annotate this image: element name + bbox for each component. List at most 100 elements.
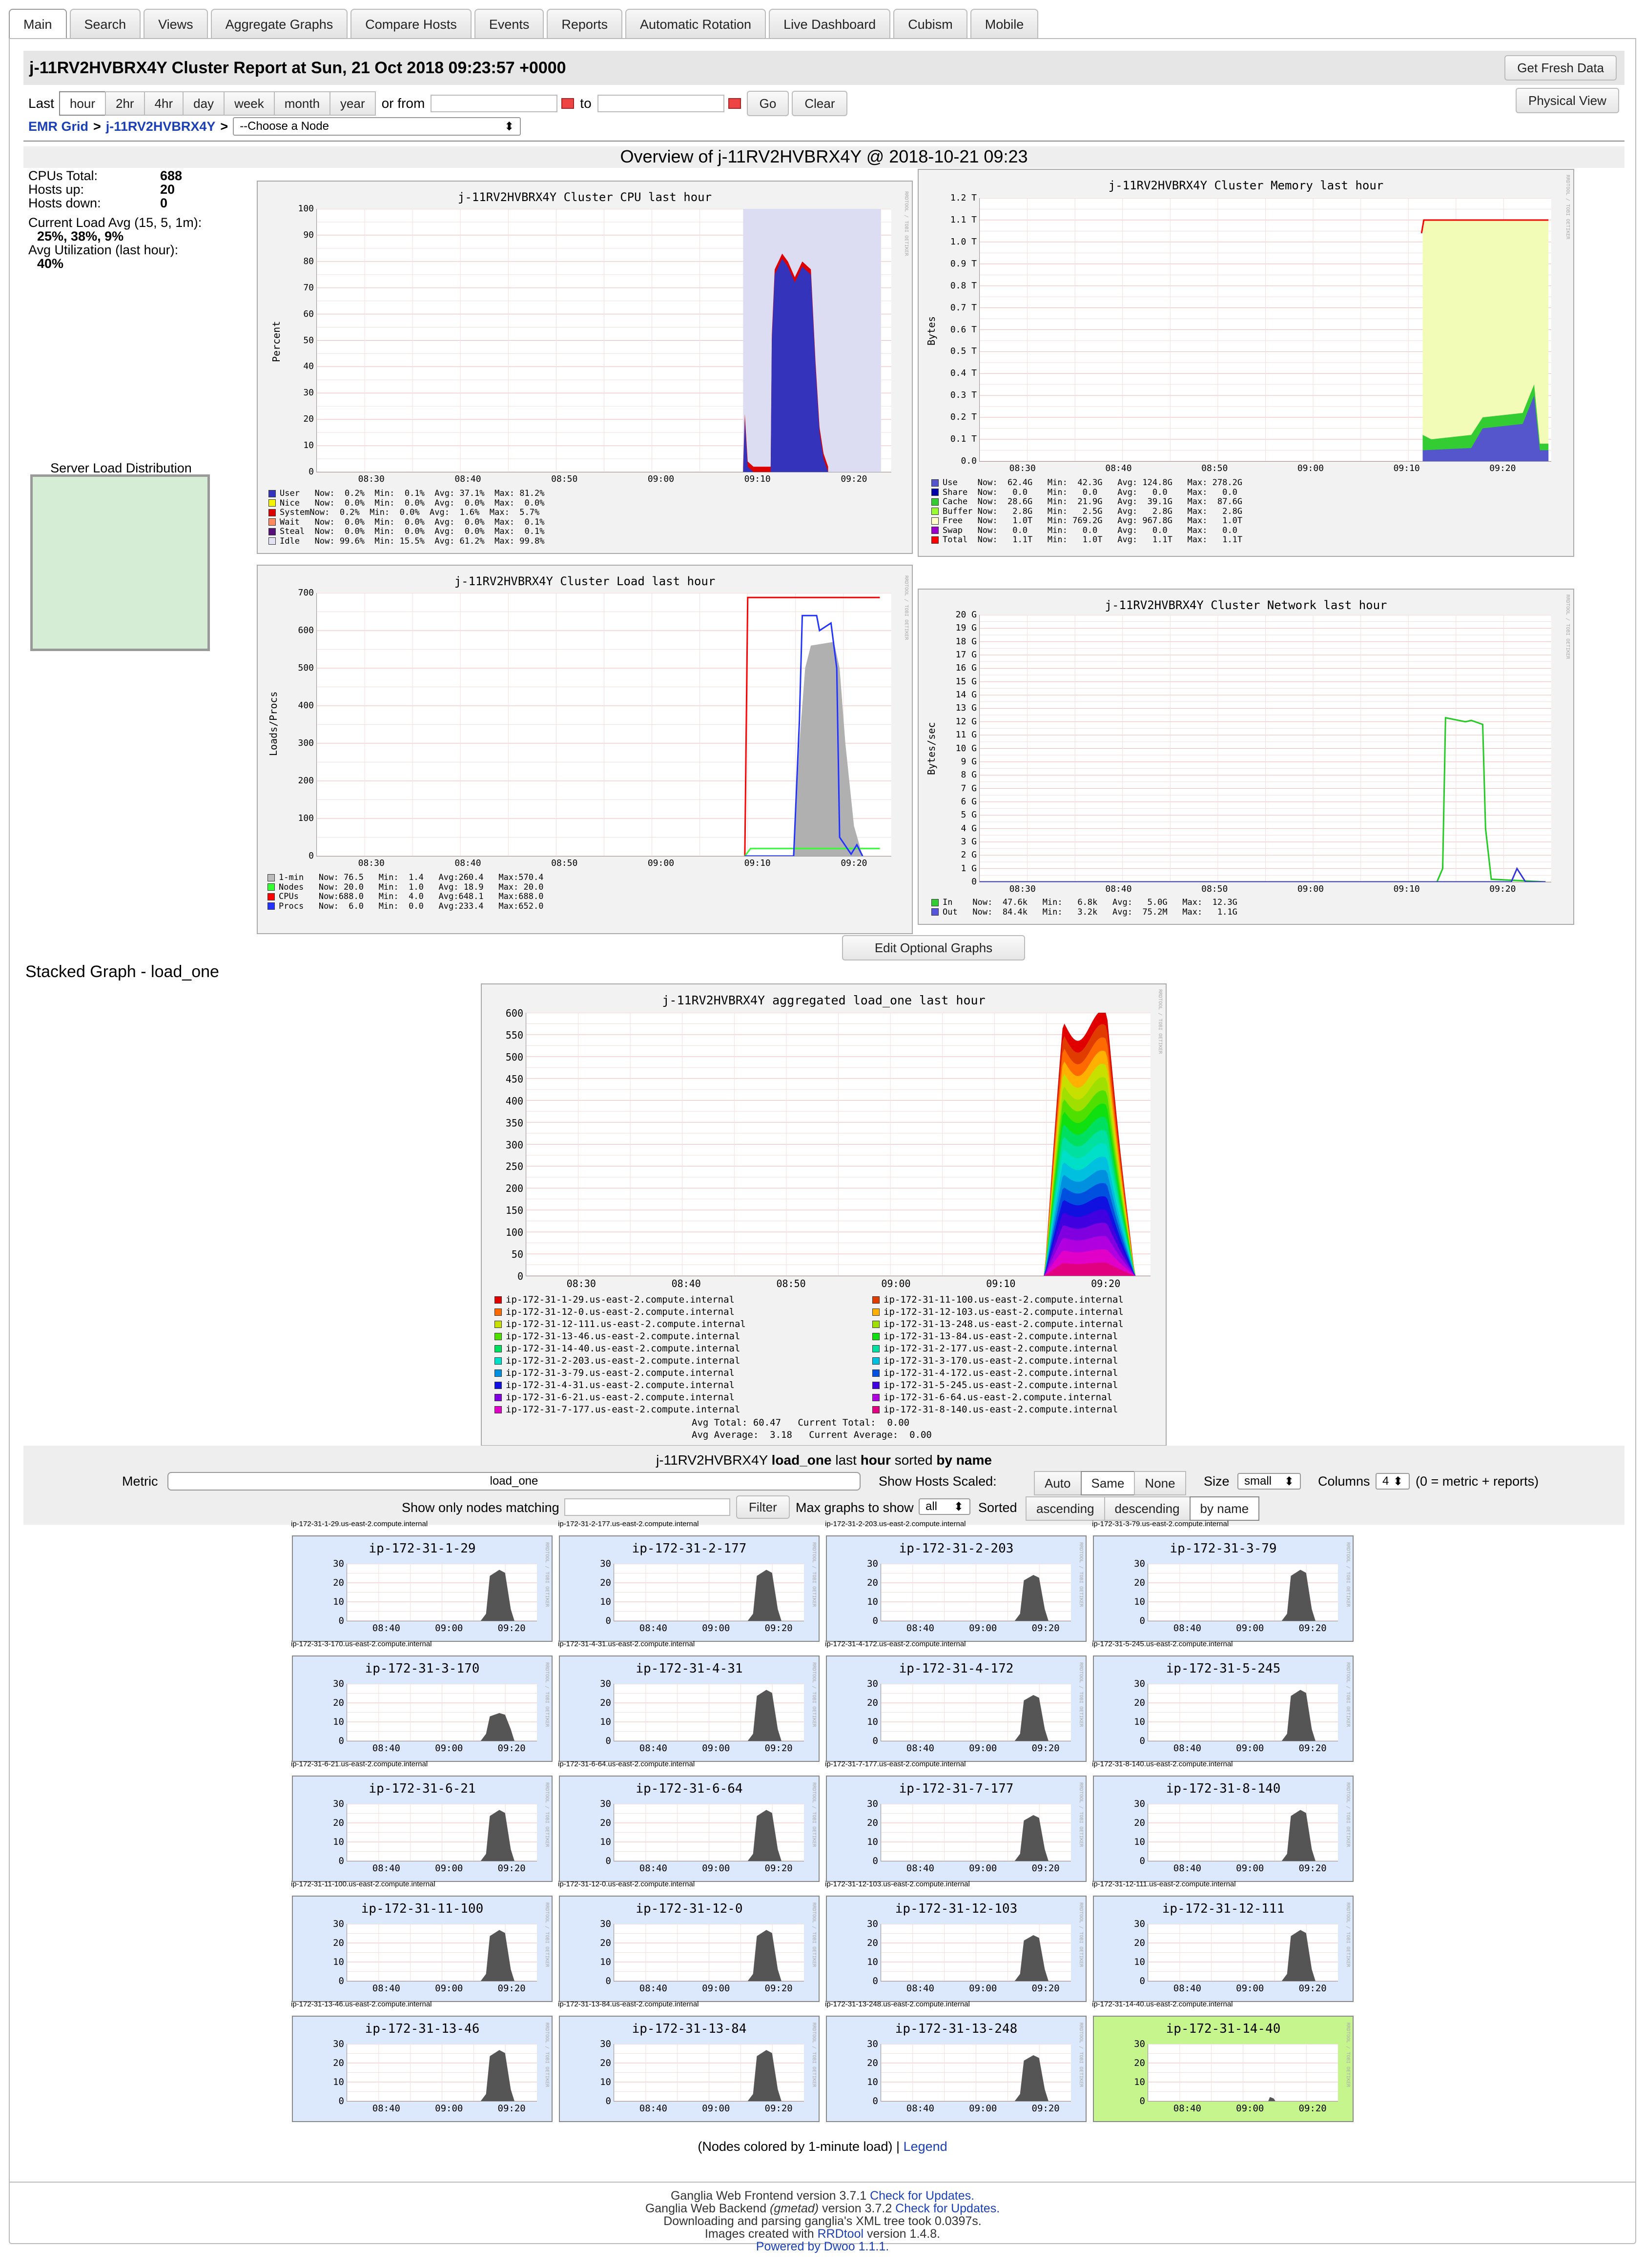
legend-text: Use Now: 62.4G Min: 42.3G Avg: 124.8G Ma… [943,478,1243,488]
host-graph[interactable]: ip-172-31-3-79 30 20 10 0 08:40 09:00 09:20 RRDT… [1093,1535,1354,1642]
host-graph[interactable]: ip-172-31-13-84 30 20 10 0 08:40 09:00 09:20 RRD… [559,2016,820,2122]
sort-ascending-button[interactable]: ascending [1026,1496,1105,1521]
legend-link[interactable]: Legend [903,2139,947,2154]
select-arrows-icon: ⬍ [1393,1474,1403,1488]
cpus-total-label: CPUs Total: [28,168,98,183]
node-select[interactable]: --Choose a Node ⬍ [233,117,521,136]
sort-descending-button[interactable]: descending [1104,1496,1191,1521]
go-button[interactable]: Go [746,91,789,116]
tab-reports[interactable]: Reports [547,9,622,39]
sort-by-name-button[interactable]: by name [1189,1496,1260,1521]
scaled-auto-button[interactable]: Auto [1034,1471,1082,1495]
cpu-graph[interactable]: j-11RV2HVBRX4Y Cluster CPU last hour Per… [257,181,913,554]
host-graph[interactable]: ip-172-31-12-0 30 20 10 0 08:40 09:00 09:20 RRDT… [559,1896,820,2002]
host-graph[interactable]: ip-172-31-2-177 30 20 10 0 08:40 09:00 09:20 RRD… [559,1535,820,1642]
host-graph[interactable]: ip-172-31-13-46 30 20 10 0 08:40 09:00 09:20 RRD… [292,2016,553,2122]
stacked-load-one-graph[interactable]: j-11RV2HVBRX4Y aggregated load_one last … [481,983,1167,1446]
x-tick-label: 09:10 [1393,463,1420,473]
tab-automatic-rotation[interactable]: Automatic Rotation [625,9,766,39]
rrdtool-link[interactable]: RRDtool [817,2227,864,2241]
max-graphs-select[interactable]: all ⬍ [919,1498,970,1515]
get-fresh-data-button[interactable]: Get Fresh Data [1504,55,1617,81]
host-graph-title: ip-172-31-4-172 [899,1661,1014,1676]
calendar-icon[interactable] [728,98,741,109]
host-graph[interactable]: ip-172-31-7-177 30 20 10 0 08:40 09:00 09:20 RRD… [826,1776,1087,1882]
range-4hr-button[interactable]: 4hr [144,91,184,116]
host-graph[interactable]: ip-172-31-3-170 30 20 10 0 08:40 09:00 09:20 RRD… [292,1655,553,1762]
tab-search[interactable]: Search [69,9,141,39]
edit-optional-graphs-button[interactable]: Edit Optional Graphs [842,935,1025,960]
scaled-same-button[interactable]: Same [1080,1471,1135,1495]
rrdtool-watermark: RRDTOOL / TOBI OETIKER [1078,1662,1084,1727]
tab-mobile[interactable]: Mobile [970,9,1039,39]
range-day-button[interactable]: day [183,91,225,116]
legend-text: ip-172-31-12-111.us-east-2.compute.inter… [506,1319,746,1329]
size-select[interactable]: small ⬍ [1237,1473,1301,1490]
calendar-icon[interactable] [561,98,575,109]
range-2hr-button[interactable]: 2hr [104,91,145,116]
tab-aggregate-graphs[interactable]: Aggregate Graphs [210,9,348,39]
host-graph[interactable]: ip-172-31-2-203 30 20 10 0 08:40 09:00 09:20 RRD… [826,1535,1087,1642]
host-graph[interactable]: ip-172-31-4-31 30 20 10 0 08:40 09:00 09:20 RRDT… [559,1655,820,1762]
columns-select[interactable]: 4 ⬍ [1376,1473,1410,1490]
host-graph[interactable]: ip-172-31-6-64 30 20 10 0 08:40 09:00 09:20 RRDT… [559,1776,820,1882]
tab-compare-hosts[interactable]: Compare Hosts [350,9,472,39]
plot-svg [980,615,1551,882]
dwoo-version[interactable]: 1.1.1. [858,2240,889,2253]
host-graph[interactable]: ip-172-31-1-29 30 20 10 0 08:40 09:00 09:20 RRDT… [292,1535,553,1642]
host-caption: ip-172-31-14-40.us-east-2.compute.intern… [1092,2000,1233,2008]
tab-views[interactable]: Views [144,9,208,39]
host-graph[interactable]: ip-172-31-12-111 30 20 10 0 08:40 09:00 09:20 RR… [1093,1896,1354,2002]
load-avg-value: 25%, 38%, 9% [37,229,124,244]
y-tick-label: 100 [298,813,314,823]
tab-main[interactable]: Main [9,9,67,39]
host-graph[interactable]: ip-172-31-11-100 30 20 10 0 08:40 09:00 09:20 RR… [292,1896,553,2002]
dwoo-link[interactable]: Powered by Dwoo [756,2240,855,2253]
host-graph[interactable]: ip-172-31-6-21 30 20 10 0 08:40 09:00 09:20 RRDT… [292,1776,553,1882]
physical-view-button[interactable]: Physical View [1516,88,1619,113]
legend-swatch [872,1394,880,1401]
frontend-update-link[interactable]: Check for Updates. [870,2189,975,2203]
filter-button[interactable]: Filter [736,1495,790,1519]
from-date-input[interactable] [431,95,558,112]
range-week-button[interactable]: week [224,91,275,116]
y-tick-label: 10 [1134,1837,1145,1847]
breadcrumb-cluster-link[interactable]: j-11RV2HVBRX4Y [105,119,216,134]
host-plot-area: 30 20 10 0 08:40 09:00 09:20 [333,1919,537,1994]
load-graph[interactable]: j-11RV2HVBRX4Y Cluster Load last hour Lo… [257,565,913,934]
metric-select[interactable]: load_one [167,1472,861,1491]
tab-events[interactable]: Events [474,9,544,39]
plot-svg [881,1684,1071,1741]
host-graph[interactable]: ip-172-31-4-172 30 20 10 0 08:40 09:00 09:20 RRD… [826,1655,1087,1762]
host-graph[interactable]: ip-172-31-14-40 30 20 10 0 08:40 09:00 09:20 RRD… [1093,2016,1354,2122]
tab-live-dashboard[interactable]: Live Dashboard [769,9,891,39]
range-month-button[interactable]: month [273,91,331,116]
y-tick-label: 6 G [961,796,977,807]
clear-button[interactable]: Clear [792,91,848,116]
legend-swatch [931,498,939,506]
to-date-input[interactable] [597,95,724,112]
filter-label: Show only nodes matching [402,1500,559,1515]
rrdtool-watermark: RRDTOOL / TOBI OETIKER [1345,1662,1351,1727]
range-hour-button[interactable]: hour [59,91,106,116]
host-graph[interactable]: ip-172-31-5-245 30 20 10 0 08:40 09:00 09:20 RRD… [1093,1655,1354,1762]
host-plot-area: 30 20 10 0 08:40 09:00 09:20 [333,2039,537,2114]
tab-cubism[interactable]: Cubism [893,9,967,39]
host-graph[interactable]: ip-172-31-8-140 30 20 10 0 08:40 09:00 09:20 RRD… [1093,1776,1354,1882]
x-tick-label: 08:40 [639,2103,667,2114]
host-graph[interactable]: ip-172-31-12-103 30 20 10 0 08:40 09:00 09:20 RR… [826,1896,1087,2002]
host-graph-title: ip-172-31-12-0 [636,1901,743,1916]
range-year-button[interactable]: year [329,91,376,116]
rrdtool-watermark: RRDTOOL / TOBI OETIKER [811,2023,817,2087]
memory-graph[interactable]: j-11RV2HVBRX4Y Cluster Memory last hour … [918,169,1574,557]
filter-input[interactable] [564,1498,730,1516]
server-load-distribution-chart[interactable] [30,474,210,651]
scaled-none-button[interactable]: None [1134,1471,1186,1495]
host-graph[interactable]: ip-172-31-13-248 30 20 10 0 08:40 09:00 09:20 RR… [826,2016,1087,2122]
backend-update-link[interactable]: Check for Updates. [895,2202,1000,2215]
memory-plot-area: 1.2 T 1.1 T 1.0 T 0.9 T 0.8 T 0.7 T 0.6 T 0.5 T… [950,193,1551,473]
breadcrumb-grid-link[interactable]: EMR Grid [28,119,89,134]
host-caption: ip-172-31-13-248.us-east-2.compute.inter… [825,2000,970,2008]
network-graph[interactable]: j-11RV2HVBRX4Y Cluster Network last hour… [918,589,1574,925]
host-graph-title: ip-172-31-11-100 [361,1901,484,1916]
